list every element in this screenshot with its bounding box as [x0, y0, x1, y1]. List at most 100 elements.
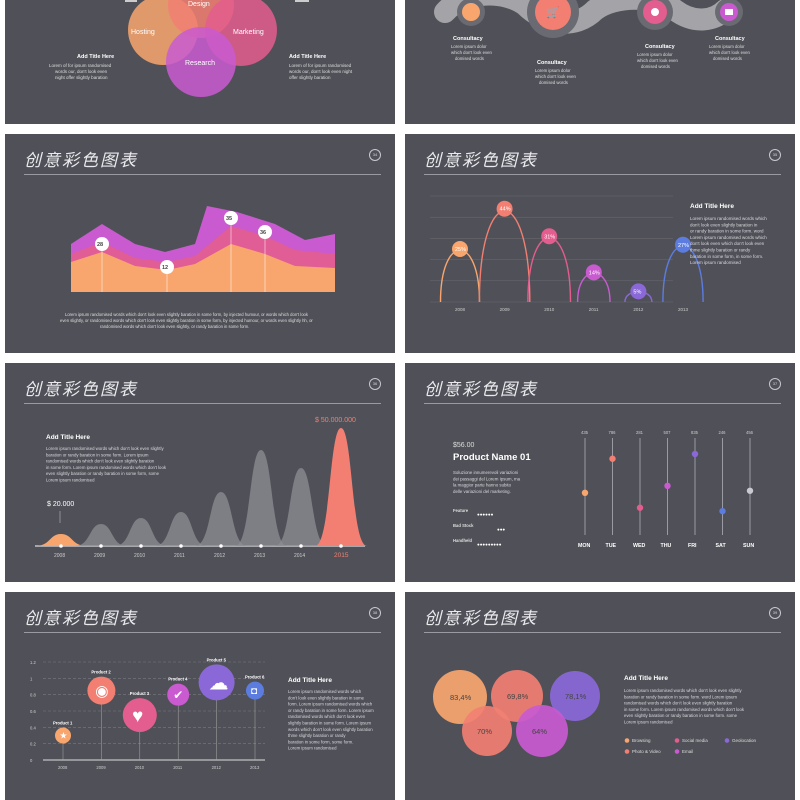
feature-dots: ●●●●●●●●● [477, 542, 502, 547]
slide-venn: Design Hosting Marketing Research Add Ti… [5, 0, 395, 124]
icon-grid: 0 0.2 0.4 0.6 0.8 1 1.2 2008 2009 2010 2011 2012 201… [30, 660, 265, 770]
feature-dots: ●●●●●● [477, 512, 494, 517]
body-line: dei passaggi del Lorem Ipsum, ma [453, 476, 521, 481]
body-line: Lorem ipsum randomised [690, 260, 741, 265]
high-value-label: $ 50.000.000 [315, 417, 356, 424]
icon-bubble [55, 727, 71, 744]
slide-title: 创意彩色图表 [24, 380, 138, 400]
slider-value-label: 786 [609, 430, 617, 435]
product-icon: ☁ [209, 673, 229, 695]
arc-year-label: 2010 [544, 307, 555, 312]
wave-chart: Add Title Here Lorem ipsum randomised wo… [35, 417, 367, 559]
wave-year-label: 2013 [254, 553, 265, 559]
arc-year-label: 2012 [633, 307, 644, 312]
wave-mark [315, 428, 367, 546]
y-tick-label: 1 [30, 676, 33, 681]
product-label: Product 5 [207, 657, 227, 662]
arc-value-dot [496, 200, 513, 217]
slider-day-label: THU [661, 543, 672, 549]
slide-title: 创意彩色图表 [424, 609, 538, 629]
title-rule [24, 403, 381, 404]
feature-label: Handheld [453, 538, 473, 543]
body-line: Lorem ipsum randomised [624, 720, 673, 725]
slider-day-label: WED [633, 543, 646, 549]
body-line: Lorem ipsum randomised words which don't… [624, 688, 742, 693]
data-point [160, 260, 174, 274]
bubble [462, 706, 512, 756]
body-line: or randy baration in some form. Lorem ip… [288, 708, 374, 713]
product-label: Product 4 [168, 677, 188, 682]
body-line: Lorem ipsum randomised [288, 746, 337, 751]
wave-year-label: 2012 [214, 553, 225, 559]
wave-year-label: 2008 [54, 553, 65, 559]
process-label-1: Consultacy Lorem ipsum dolor which don't… [451, 36, 493, 61]
arc-value-label: 5% [633, 289, 641, 295]
process-dot-1 [462, 3, 480, 21]
label-line: which don't look even [709, 50, 751, 55]
product-icon: ✔ [173, 688, 183, 702]
arc-value-dot [585, 264, 602, 281]
icon-bubble [122, 698, 157, 733]
body-line: slightly baration in some form. Lorem ip… [288, 721, 372, 726]
legend-label: Geolocation [732, 738, 757, 743]
body-line: Lorem ipsum randomised words which [690, 216, 767, 221]
process-label-3: Consultacy Lorem ipsum dolor which don't… [637, 44, 679, 69]
bubble-value-label: 78,1% [565, 692, 587, 701]
arc-chart: 25% 2008 44% 2009 31% 2010 14% 2011 5% 2012 27% 201… [430, 195, 767, 312]
wave-mark [155, 512, 207, 546]
low-value-label: $ 20.000 [47, 501, 74, 508]
x-tick-label: 2013 [250, 765, 260, 770]
data-point [224, 211, 238, 225]
legend-swatch [624, 738, 630, 743]
arc-value-dot [452, 241, 468, 257]
side-body: Lorem ipsum randomised words which don't… [624, 688, 745, 725]
wave-mark [235, 450, 287, 546]
legend-swatch [624, 749, 630, 754]
legend: Browsing Social media Geolocation Photo & V… [624, 738, 757, 754]
venn-label-marketing: Marketing [233, 29, 264, 36]
product-price: $56.00 [453, 442, 475, 449]
side-body: Lorem ipsum randomised words whichdon't … [288, 689, 374, 751]
slider-knob [719, 507, 726, 515]
x-tick-label: 2011 [173, 765, 183, 770]
slide-title: 创意彩色图表 [424, 151, 538, 171]
process-band [434, 0, 736, 34]
y-tick-label: 0.6 [30, 709, 36, 714]
area-layer-orange [71, 244, 335, 292]
wave-tick [59, 544, 63, 548]
arc-value-label: 31% [544, 234, 555, 240]
bubble [516, 705, 568, 757]
body-line: thme slightly baration or randy [690, 248, 751, 253]
label-line: Lorem ipsum dolor [709, 44, 745, 49]
wave-tick [179, 544, 183, 548]
arc-value-label: 27% [678, 243, 689, 249]
slide-35-arc-chart: 创意彩色图表 35 25% 2008 44% 2009 31% 2010 14% 2011 5%… [405, 134, 795, 353]
label-title: Consultacy [453, 36, 484, 42]
slide-number: 34 [369, 149, 381, 161]
process-label-2: Consultacy Lorem ipsum dolor which don't… [535, 60, 577, 85]
product-icon: ◘ [251, 686, 257, 697]
slider-marks: 435 MON 786 TUE 281 WED 507 THU 835 FRI 246 SAT 456 S… [578, 430, 754, 549]
arc-value-label: 14% [589, 270, 600, 276]
slide-title: 创意彩色图表 [24, 151, 138, 171]
wave-marks: 2008 2009 2010 2011 2012 2013 2014 2015 [35, 428, 367, 559]
slide-34-area-chart: 创意彩色图表 34 28 12 35 36 Lorem ipsum random… [5, 134, 395, 353]
slide-title: 创意彩色图表 [424, 380, 538, 400]
data-label: 12 [162, 265, 168, 271]
slider-knob [636, 504, 644, 511]
legend-label: Browsing [632, 738, 651, 743]
x-tick-label: 2009 [96, 765, 106, 770]
wave-body: Lorem ipsum randomised words which don't… [46, 446, 167, 483]
x-tick-label: 2008 [58, 765, 68, 770]
wave-tick [299, 544, 303, 548]
product-label: Product 6 [245, 675, 265, 680]
side-heading: Add Title Here [690, 203, 734, 210]
arc-value-label: 25% [455, 247, 466, 253]
right-title: Add Title Here [289, 54, 326, 60]
venn-label-research: Research [185, 60, 215, 67]
arc-year-label: 2009 [500, 307, 511, 312]
feature-label: Feature [453, 508, 469, 513]
x-tick-label: 2010 [135, 765, 145, 770]
data-label: 35 [226, 216, 232, 222]
product-features: Feature ●●●●●● Bad Stock ●●● Handheld ●●●●●●●… [453, 508, 505, 547]
